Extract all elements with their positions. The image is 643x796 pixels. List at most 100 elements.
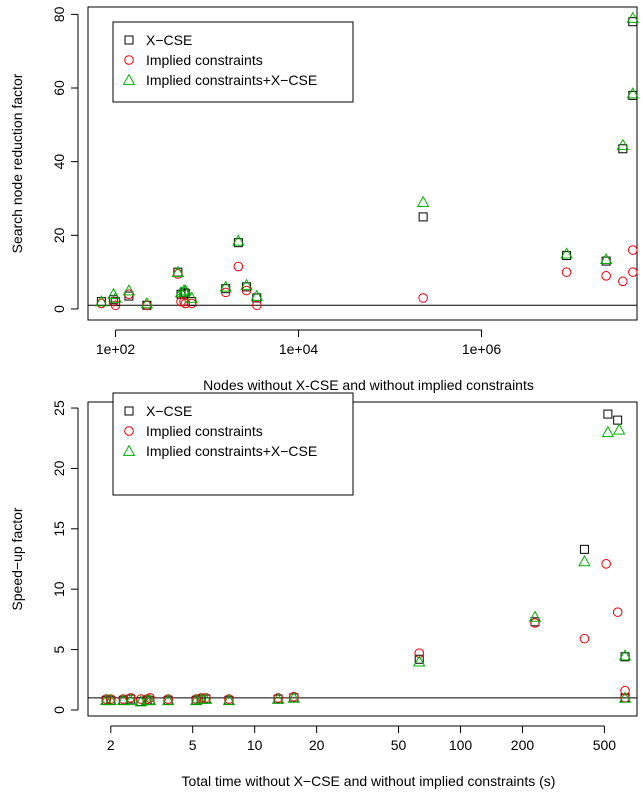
data-point-circle: [252, 300, 262, 311]
data-point-circle: [110, 300, 121, 311]
x-tick-label: 20: [309, 737, 325, 753]
legend-label: Implied constraints+X−CSE: [146, 443, 317, 459]
data-point-triangle: [117, 693, 130, 706]
data-point-circle: [125, 693, 136, 703]
data-point-triangle: [250, 289, 264, 301]
data-point-triangle: [560, 247, 573, 259]
data-point-circle: [176, 296, 186, 307]
data-point-triangle: [287, 691, 301, 703]
data-point-circle: [601, 559, 611, 569]
plot-frame: [87, 6, 638, 321]
data-point-triangle: [601, 425, 615, 438]
data-point-circle: [579, 633, 590, 644]
data-point-triangle: [179, 284, 192, 296]
legend-marker-triangle: [122, 444, 136, 456]
data-point-triangle: [528, 610, 542, 622]
data-point-triangle: [171, 265, 185, 277]
data-point-circle: [628, 267, 638, 277]
legend-label: Implied constraints: [146, 423, 263, 439]
legend-label: Implied constraints+X−CSE: [146, 72, 317, 88]
y-tick-label: 40: [51, 154, 67, 170]
data-point-triangle: [124, 693, 137, 706]
data-point-triangle: [143, 693, 157, 706]
data-point-circle: [180, 298, 191, 309]
legend-box: [112, 21, 354, 103]
y-axis-title: Search node reduction factor: [9, 73, 25, 253]
data-point-triangle: [618, 649, 632, 661]
data-point-triangle: [618, 691, 632, 703]
legend: X−CSE Implied constraints Implied constrai…: [112, 392, 354, 496]
y-tick-label: 0: [51, 706, 67, 714]
data-point-triangle: [219, 280, 232, 292]
data-point-circle: [618, 276, 628, 287]
legend-marker-circle: [124, 55, 134, 65]
x-tick-label: 1e+02: [96, 341, 136, 357]
data-point-triangle: [612, 423, 626, 435]
data-point-circle: [418, 293, 428, 303]
data-point-triangle: [122, 284, 136, 296]
data-point-triangle: [222, 693, 236, 706]
legend: X−CSE Implied constraints Implied constrai…: [112, 21, 354, 103]
x-axis-title: Total time without X−CSE and without imp…: [182, 773, 556, 789]
y-tick-label: 0: [51, 305, 67, 313]
y-tick-label: 80: [51, 6, 67, 22]
y-axis-title: Speed−up factor: [9, 507, 25, 610]
series-triangle: [99, 423, 632, 707]
x-axis-title: Nodes without X-CSE and without implied …: [203, 377, 534, 393]
legend-label: X−CSE: [146, 403, 192, 419]
data-point-circle: [530, 618, 540, 628]
data-point-triangle: [626, 87, 640, 99]
legend-marker-triangle: [122, 73, 136, 85]
x-tick-label: 1e+06: [462, 341, 502, 357]
x-tick-label: 200: [511, 737, 535, 753]
legend-label: X−CSE: [146, 32, 192, 48]
x-tick-label: 500: [593, 737, 617, 753]
data-point-triangle: [185, 291, 198, 303]
y-tick-label: 10: [51, 581, 67, 597]
legend-label: Implied constraints: [146, 52, 263, 68]
x-tick-label: 5: [189, 737, 197, 753]
data-point-triangle: [189, 693, 203, 706]
data-point-triangle: [174, 285, 188, 298]
data-point-triangle: [578, 554, 591, 567]
data-point-circle: [414, 648, 425, 659]
data-point-circle: [620, 685, 630, 696]
data-point-triangle: [232, 234, 245, 246]
data-point-triangle: [599, 252, 613, 265]
data-point-triangle: [199, 692, 213, 704]
data-point-triangle: [416, 195, 430, 207]
y-tick-label: 25: [51, 400, 67, 416]
legend-marker-circle: [124, 426, 134, 436]
data-point-circle: [241, 285, 252, 296]
data-point-triangle: [109, 291, 122, 303]
data-point-circle: [233, 261, 244, 272]
data-point-triangle: [626, 11, 640, 23]
data-point-square: [603, 409, 613, 419]
data-point-circle: [612, 607, 623, 617]
x-tick-label: 2: [107, 737, 115, 753]
plot-frame: [87, 401, 638, 717]
data-point-square: [618, 144, 628, 154]
data-point-circle: [561, 267, 572, 277]
data-point-square: [418, 212, 428, 222]
x-tick-label: 100: [449, 737, 473, 753]
y-tick-label: 60: [51, 80, 67, 96]
data-point-circle: [124, 289, 134, 300]
data-point-triangle: [95, 295, 108, 307]
data-point-triangle: [140, 296, 154, 309]
data-point-circle: [179, 296, 189, 307]
x-tick-label: 1e+04: [279, 341, 319, 357]
data-point-square: [628, 17, 638, 27]
data-point-triangle: [240, 278, 253, 290]
y-tick-label: 15: [51, 521, 67, 537]
data-point-triangle: [104, 693, 118, 706]
data-point-square: [613, 415, 623, 425]
data-point-square: [579, 544, 589, 554]
data-point-circle: [220, 287, 231, 298]
data-point-triangle: [616, 138, 630, 150]
x-tick-label: 10: [247, 737, 263, 753]
data-point-triangle: [412, 655, 426, 667]
data-point-circle: [628, 245, 638, 255]
